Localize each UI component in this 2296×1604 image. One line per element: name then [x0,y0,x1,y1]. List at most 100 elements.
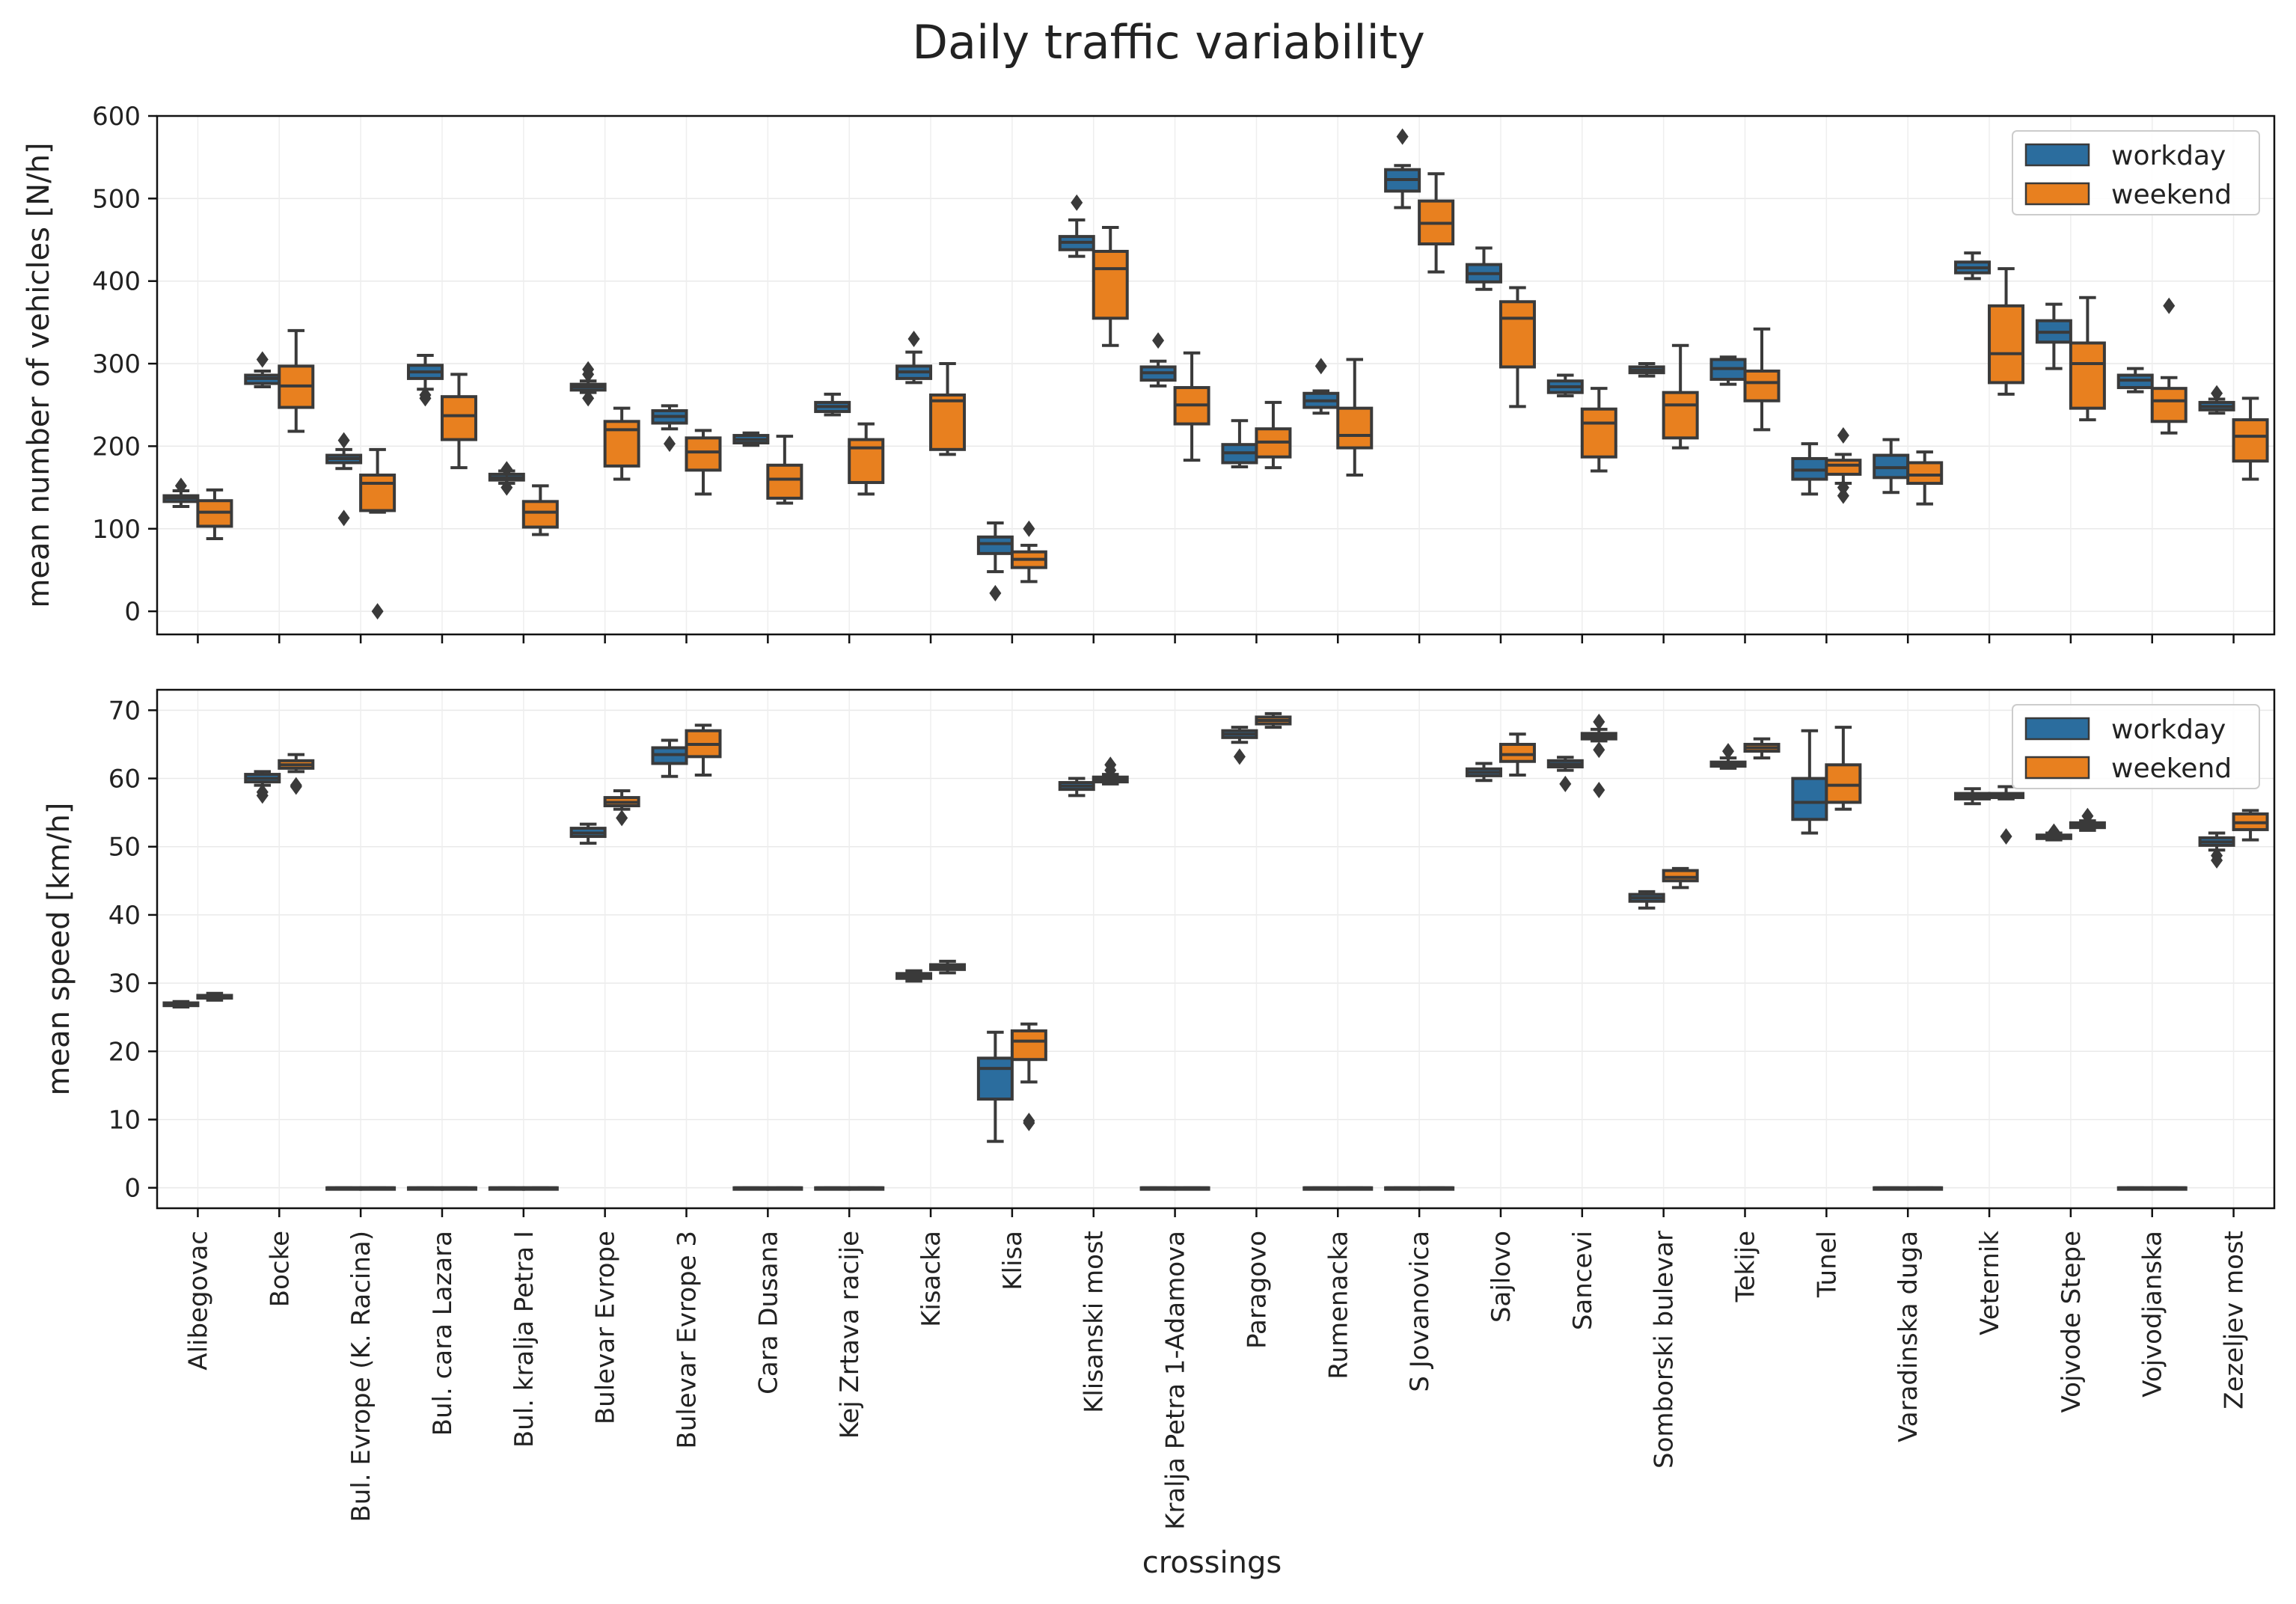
box-weekend-tekije [1743,737,1781,760]
box-weekend-somborski-bulevar [1662,866,1699,890]
outlier-marker [582,390,595,407]
box-workday-bocke [244,351,281,388]
box-weekend-kisacka [929,362,967,456]
outlier-marker [256,783,269,801]
iqr-box [1791,777,1828,821]
outlier-marker [664,435,676,453]
x-axis-label: crossings [1142,1546,1282,1580]
box-workday-veternik [1954,251,1992,281]
iqr-box [359,474,397,512]
chart-title: Daily traffic variability [912,15,1425,70]
y-tick-label: 10 [108,1105,141,1135]
box-weekend-s-jovanovica [1418,1186,1455,1191]
box-weekend-zezeljev-most [2232,809,2269,842]
iqr-box [976,535,1014,555]
box-workday-klisa [976,521,1014,602]
y-tick-label: 30 [108,969,141,999]
box-weekend-bulevar-evrope [603,406,640,481]
iqr-box [1825,763,1862,804]
outlier-marker [1559,775,1572,792]
iqr-box [766,463,803,500]
iqr-box [2069,341,2106,410]
y-tick-label: 100 [92,515,141,545]
box-weekend-kralja-petra-1-adamova [1173,351,1210,462]
y-tick-label: 0 [124,597,141,627]
x-category-label-bulevar-evrope-3: Bulevar Evrope 3 [673,1231,702,1449]
box-weekend-tunel [1825,427,1862,504]
box-weekend-somborski-bulevar [1662,343,1699,450]
iqr-box [1662,391,1699,440]
x-category-label-zezeljev-most: Zezeljev most [2220,1231,2250,1409]
x-category-label-sancevi: Sancevi [1568,1231,1598,1330]
box-workday-bul-cara-lazara [406,1186,444,1191]
iqr-box [1092,249,1129,320]
outlier-marker [989,584,1002,602]
legend-swatch-weekend [2024,756,2090,780]
y-axis-label: mean number of vehicles [N/h] [22,142,56,607]
box-workday-bocke [244,770,281,804]
legend-label-weekend: weekend [2111,180,2232,210]
box-weekend-kej-zrtava-racije [848,1186,885,1191]
box-weekend-vojvode-stepe [2069,807,2106,832]
legend-swatch-workday [2024,143,2090,167]
box-workday-kej-zrtava-racije [814,392,851,417]
outlier-marker [1152,332,1165,349]
x-category-label-kej-zrtava-racije: Kej Zrtava racije [835,1231,865,1439]
outlier-marker [1722,743,1734,760]
outlier-marker [290,778,302,795]
y-tick-label: 40 [108,901,141,931]
outlier-marker [1593,713,1605,730]
box-workday-kralja-petra-1-adamova [1139,1186,1177,1191]
outlier-marker [1593,782,1605,799]
box-weekend-bulevar-evrope-3 [685,429,722,496]
x-category-label-alibegovac: Alibegovac [183,1231,213,1371]
box-workday-bulevar-evrope [569,822,607,845]
box-workday-bulevar-evrope-3 [651,404,688,453]
x-category-label-tekije: Tekije [1731,1231,1761,1303]
box-weekend-kralja-petra-1-adamova [1173,1186,1210,1191]
iqr-box [1498,742,1536,763]
box-weekend-tekije [1743,327,1781,432]
legend: workday weekend [2012,704,2260,789]
y-tick-label: 0 [124,1174,141,1204]
outlier-marker [2163,297,2176,314]
box-workday-varadinska-duga [1873,1186,1910,1191]
legend-swatch-weekend [2024,182,2090,206]
box-weekend-sajlovo [1498,286,1536,408]
box-workday-klisanski-most [1058,777,1095,798]
iqr-box [1010,1029,1047,1062]
box-workday-bul-evrope-k-racina [325,1186,363,1191]
iqr-box [603,420,640,468]
iqr-box [2150,387,2188,423]
legend-label-weekend: weekend [2111,753,2232,784]
legend-swatch-workday [2024,717,2090,741]
iqr-box [1580,407,1617,459]
x-category-label-rumenacka: Rumenacka [1323,1231,1353,1380]
box-weekend-bul-kralja-petra-i [521,484,559,536]
box-weekend-sancevi [1580,387,1617,473]
iqr-box [1988,304,2025,385]
box-weekend-klisa [1010,520,1047,584]
panel-vehicle-count: 0 100 200 300 400 500 600 mean number of vehicl… [22,102,2276,643]
box-weekend-paragovo [1255,711,1292,729]
box-workday-alibegovac [162,1000,200,1009]
x-category-label-bul-cara-lazara: Bul. cara Lazara [428,1231,458,1436]
box-workday-tunel [1791,729,1828,835]
box-weekend-bulevar-evrope [603,789,640,827]
axes-frame [156,688,2276,1210]
axes-frame [156,114,2276,636]
x-category-label-bulevar-evrope: Bulevar Evrope [591,1231,621,1424]
box-weekend-bul-evrope-k-racina [359,1186,397,1191]
box-weekend-vojvodjanska [2150,297,2188,435]
box-workday-bulevar-evrope-3 [651,738,688,778]
box-workday-rumenacka [1302,1186,1340,1191]
box-workday-kisacka [896,969,933,983]
y-tick-label: 200 [92,432,141,462]
x-category-label-s-jovanovica: S Jovanovica [1405,1231,1435,1392]
outlier-marker [2211,385,2223,402]
box-weekend-alibegovac [196,488,233,540]
box-weekend-vojvode-stepe [2069,296,2106,422]
iqr-box [976,1056,1014,1101]
outlier-marker [371,603,384,620]
